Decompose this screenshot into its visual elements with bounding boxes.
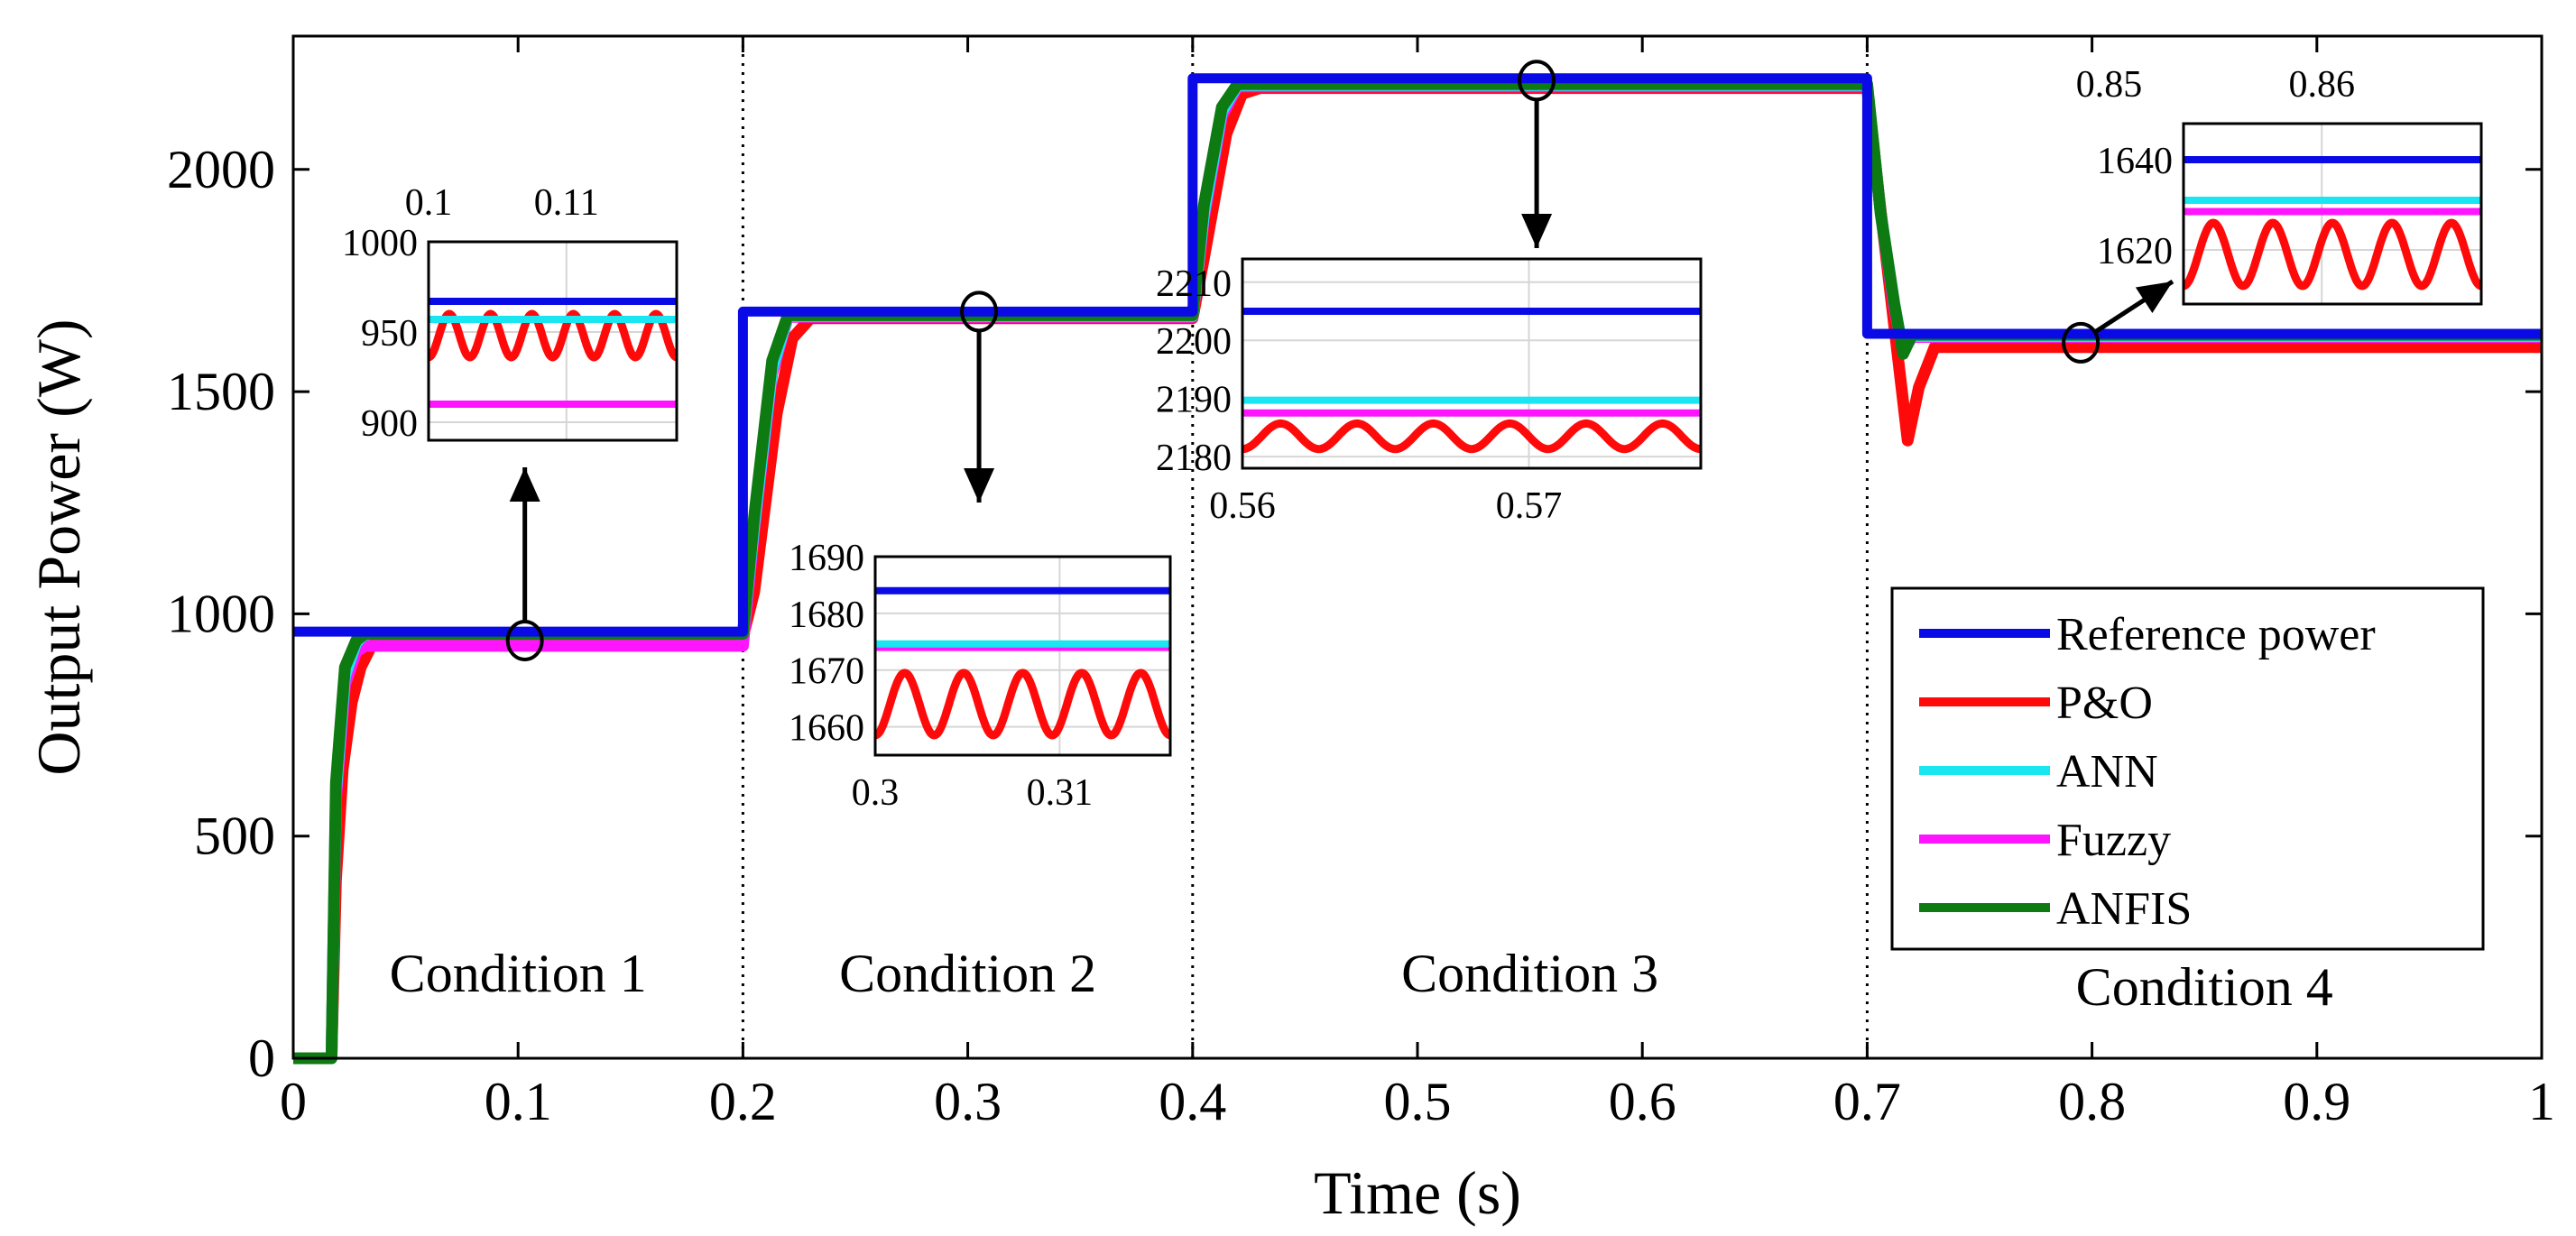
y-tick-label: 0 — [248, 1028, 275, 1088]
zoom-inset-4: 0.85 0.86 1620 1640 — [2076, 64, 2485, 306]
inset-y-tick-label: 1660 — [789, 708, 864, 750]
inset-y-tick-label: 2190 — [1156, 380, 1232, 421]
inset-x-tick-label: 0.11 — [534, 182, 599, 224]
condition-label: Condition 3 — [1401, 944, 1658, 1003]
legend-label-fuzzy: Fuzzy — [2056, 815, 2171, 866]
zoom-inset-1: 0.1 0.11 900 950 1000 — [342, 182, 680, 445]
zoom-inset-3: 0.56 0.57 2180 2190 2200 2210 — [1156, 257, 1703, 527]
condition-label: Condition 4 — [2076, 957, 2333, 1017]
inset-ripple-p-o — [425, 309, 680, 362]
zoom-marker — [960, 291, 999, 333]
inset-y-tick-label: 2180 — [1156, 438, 1232, 479]
zoom-marker — [1518, 60, 1556, 102]
inset-frame — [873, 555, 1172, 757]
inset-frame — [2182, 122, 2483, 306]
y-tick-label: 500 — [194, 807, 275, 866]
x-tick-label: 0.4 — [1159, 1072, 1226, 1131]
inset-y-tick-label: 1680 — [789, 595, 864, 636]
zoom-insets: 0.1 0.11 900 950 1000 0.3 0.31 1660 1670 1680 1690… — [342, 64, 2485, 814]
condition-labels: Condition 1 Condition 2 Condition 3 Conditi… — [390, 944, 2333, 1017]
inset-y-tick-label: 1690 — [789, 538, 864, 579]
inset-x-tick-label: 0.86 — [2288, 64, 2355, 106]
inset-frame — [427, 240, 679, 442]
zoom-arrow-head — [509, 467, 540, 502]
legend-label-p-o: P&O — [2056, 678, 2153, 729]
x-tick-label: 0.1 — [485, 1072, 552, 1131]
y-axis-label: Output Power (W) — [24, 318, 93, 775]
x-tick-label: 0.5 — [1384, 1072, 1452, 1131]
zoom-markers — [505, 60, 2174, 661]
inset-ripple-p-o — [1240, 419, 1703, 454]
inset-y-tick-label: 1640 — [2097, 141, 2173, 182]
zoom-arrow-head — [2135, 281, 2173, 313]
inset-x-tick-label: 0.56 — [1209, 485, 1276, 527]
zoom-arrow-head — [964, 468, 995, 503]
legend-label-reference-power: Reference power — [2056, 609, 2376, 660]
inset-x-tick-label: 0.3 — [852, 772, 900, 814]
inset-y-tick-label: 1670 — [789, 651, 864, 693]
main-plot-lines — [293, 73, 2542, 1065]
inset-background — [1242, 259, 1701, 468]
legend-label-ann: ANN — [2056, 746, 2158, 798]
inset-x-tick-label: 0.85 — [2076, 64, 2143, 106]
legend-label-anfis: ANFIS — [2056, 883, 2192, 935]
inset-x-tick-label: 0.1 — [405, 182, 453, 224]
y-tick-label: 1000 — [167, 584, 275, 643]
zoom-marker — [505, 619, 544, 661]
x-tick-label: 0.7 — [1833, 1072, 1901, 1131]
inset-background — [875, 557, 1170, 755]
inset-y-tick-label: 2210 — [1156, 263, 1232, 305]
x-tick-label: 0.8 — [2058, 1072, 2126, 1131]
condition-label: Condition 1 — [390, 944, 647, 1003]
x-tick-label: 0.9 — [2283, 1072, 2350, 1131]
inset-background — [429, 242, 677, 440]
inset-x-tick-label: 0.57 — [1496, 485, 1563, 527]
main-axis-ticks: 0 0.1 0.2 0.3 0.4 0.5 0.6 0.7 0.8 0.9 1 0 500 1000 150… — [167, 36, 2555, 1131]
y-tick-label: 2000 — [167, 140, 275, 199]
x-axis-label: Time (s) — [1314, 1158, 1521, 1227]
inset-frame — [1241, 257, 1703, 470]
inset-ripple-p-o — [872, 669, 1174, 740]
inset-y-tick-label: 2200 — [1156, 321, 1232, 363]
legend: Reference power P&O ANN Fuzzy ANFIS — [1890, 586, 2485, 951]
inset-y-tick-label: 1620 — [2097, 231, 2173, 272]
x-tick-label: 0 — [280, 1072, 307, 1131]
zoom-arrow-head — [1521, 214, 1553, 248]
x-tick-label: 0.2 — [709, 1072, 777, 1131]
x-tick-label: 0.3 — [934, 1072, 1002, 1131]
y-tick-label: 1500 — [167, 362, 275, 421]
condition-label: Condition 2 — [839, 944, 1096, 1003]
x-tick-label: 0.6 — [1609, 1072, 1676, 1131]
inset-y-tick-label: 1000 — [342, 223, 418, 264]
inset-y-tick-label: 950 — [361, 313, 418, 355]
inset-x-tick-label: 0.31 — [1027, 772, 1094, 814]
series-line-reference-power — [293, 73, 2542, 637]
x-tick-label: 1 — [2528, 1072, 2555, 1131]
zoom-inset-2: 0.3 0.31 1660 1670 1680 1690 — [789, 538, 1174, 814]
inset-ripple-p-o — [2180, 218, 2485, 291]
inset-y-tick-label: 900 — [361, 403, 418, 445]
zoom-marker — [2062, 321, 2101, 364]
